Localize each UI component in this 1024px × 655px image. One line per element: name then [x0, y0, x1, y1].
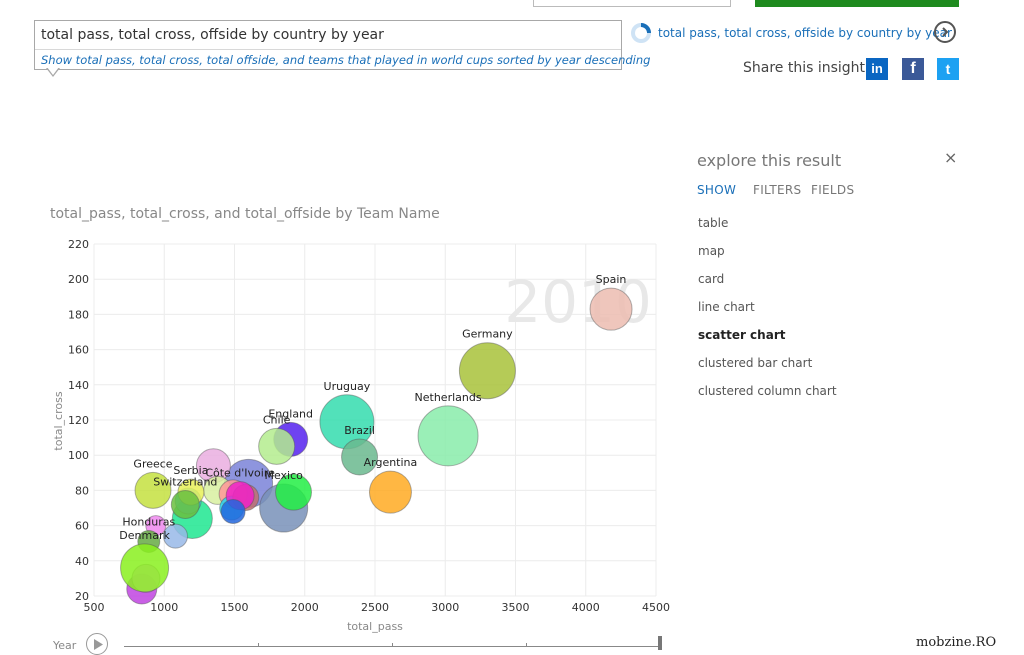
point-label: Brazil	[344, 424, 375, 437]
next-button[interactable]	[934, 21, 956, 43]
y-tick-label: 40	[75, 555, 89, 568]
query-suggestion[interactable]: Show total pass, total cross, total offs…	[41, 53, 651, 67]
y-tick-label: 120	[68, 414, 89, 427]
scatter-point[interactable]	[417, 405, 479, 467]
point-label: Mexico	[264, 469, 303, 482]
point-label: Honduras	[122, 515, 175, 528]
x-tick-label: 2500	[361, 601, 389, 614]
point-label: Germany	[462, 328, 513, 341]
timeline-tick	[526, 643, 527, 647]
viz-item-table[interactable]: table	[698, 216, 729, 230]
twitter-icon[interactable]: t	[937, 58, 959, 80]
viz-item-map[interactable]: map	[698, 244, 725, 258]
query-box[interactable]: total pass, total cross, offside by coun…	[34, 20, 650, 70]
y-tick-label: 100	[68, 449, 89, 462]
x-tick-label: 4500	[642, 601, 670, 614]
x-tick-label: 3000	[431, 601, 459, 614]
facebook-icon[interactable]: f	[902, 58, 924, 80]
scatter-point[interactable]	[589, 287, 633, 331]
x-tick-label: 4000	[572, 601, 600, 614]
viz-item-scatter-chart[interactable]: scatter chart	[698, 328, 786, 342]
panel-title: explore this result	[697, 151, 842, 170]
y-tick-label: 20	[75, 590, 89, 603]
timeline-year-label: Year	[53, 639, 77, 652]
y-tick-label: 60	[75, 520, 89, 533]
search-input[interactable]: total pass, total cross, offside by coun…	[41, 27, 384, 43]
y-tick-label: 140	[68, 379, 89, 392]
query-box-tail-inner	[47, 67, 59, 75]
y-tick-label: 160	[68, 344, 89, 357]
point-label: Uruguay	[324, 380, 371, 393]
top-input-box[interactable]	[533, 0, 731, 7]
x-tick-label: 2000	[291, 601, 319, 614]
viz-item-card[interactable]: card	[698, 272, 725, 286]
point-label: Switzerland	[153, 475, 217, 488]
scatter-point[interactable]	[275, 473, 313, 511]
point-label: Spain	[596, 273, 627, 286]
x-tick-label: 500	[84, 601, 105, 614]
scatter-point[interactable]	[170, 489, 200, 519]
timeline-tick	[392, 643, 393, 647]
tab-filters[interactable]: FILTERS	[753, 183, 802, 197]
viz-item-clustered-bar-chart[interactable]: clustered bar chart	[698, 356, 813, 370]
scatter-point[interactable]	[220, 499, 246, 525]
tab-fields[interactable]: FIELDS	[811, 183, 855, 197]
point-label: Chile	[263, 413, 291, 426]
x-tick-label: 1500	[221, 601, 249, 614]
scatter-point[interactable]	[368, 470, 412, 514]
play-icon	[94, 639, 103, 650]
scatter-point[interactable]	[458, 342, 516, 400]
tab-show[interactable]: SHOW	[697, 183, 737, 197]
axis-layer: 500 1000 1500 2000 2500 3000 3500 4000 4500 20 40 6…	[68, 238, 670, 614]
x-tick-label: 3500	[502, 601, 530, 614]
query-divider	[35, 49, 621, 50]
top-action-button[interactable]	[755, 0, 959, 7]
chevron-right-icon	[942, 27, 949, 37]
point-label: Argentina	[364, 456, 418, 469]
scatter-point[interactable]	[341, 438, 379, 476]
x-axis-title: total_pass	[347, 620, 403, 633]
viz-item-clustered-column-chart[interactable]: clustered column chart	[698, 384, 837, 398]
loading-spinner-icon	[631, 23, 651, 43]
scatter-point[interactable]	[134, 471, 172, 509]
scatter-chart: 2010 SpainGermanyNetherlandsUruguayBrazi…	[52, 238, 670, 633]
linkedin-icon[interactable]: in	[866, 58, 888, 80]
close-icon[interactable]: ×	[944, 148, 958, 167]
points-layer	[120, 287, 633, 605]
point-label: Netherlands	[415, 391, 482, 404]
point-label: Côte d'Ivoire	[205, 467, 275, 480]
point-label: England	[268, 407, 313, 420]
point-label: Denmark	[119, 529, 170, 542]
timeline-thumb[interactable]	[658, 636, 662, 650]
y-tick-label: 80	[75, 484, 89, 497]
point-label: Greece	[133, 457, 172, 470]
scatter-point[interactable]	[258, 427, 296, 465]
y-tick-label: 220	[68, 238, 89, 251]
watermark: mobzine.RO	[916, 635, 997, 650]
point-label: Serbia	[173, 464, 208, 477]
related-query-link[interactable]: total pass, total cross, offside by coun…	[658, 26, 952, 40]
y-axis-title: total_cross	[52, 391, 65, 450]
y-tick-label: 200	[68, 273, 89, 286]
play-button[interactable]	[86, 633, 108, 655]
chart-title: total_pass, total_cross, and total_offsi…	[50, 206, 440, 222]
share-label: Share this insight	[743, 60, 866, 76]
timeline-tick	[258, 643, 259, 647]
labels-layer: Spain Germany Netherlands Uruguay Brazil Arge…	[119, 273, 626, 542]
y-tick-label: 180	[68, 308, 89, 321]
viz-item-line-chart[interactable]: line chart	[698, 300, 755, 314]
x-tick-label: 1000	[150, 601, 178, 614]
scatter-point[interactable]	[120, 543, 170, 593]
scatter-point[interactable]	[162, 523, 188, 549]
